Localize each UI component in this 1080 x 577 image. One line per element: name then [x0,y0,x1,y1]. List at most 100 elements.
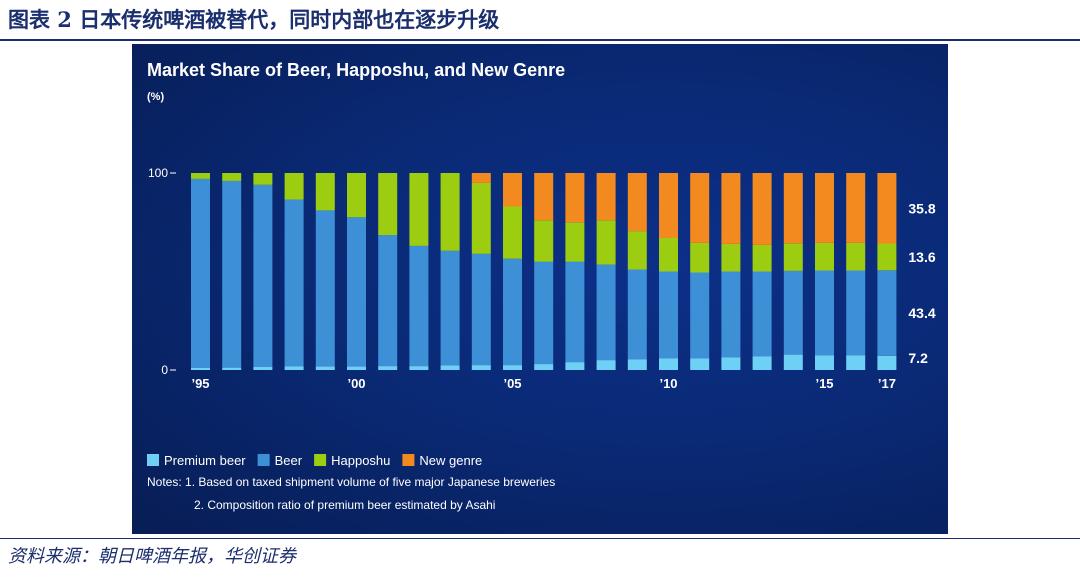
bar-segment-happoshu [409,173,429,246]
bar-segment-premium [565,362,585,370]
end-label-happoshu: 13.6 [908,249,935,265]
bar-segment-premium [191,368,210,370]
bar-segment-beer [846,270,866,356]
legend-swatch-new-genre [402,454,415,466]
title-divider [0,39,1080,41]
bar-segment-new-genre [565,173,585,223]
bar-segment-happoshu [783,243,803,271]
figure-title: 图表 2 日本传统啤酒被替代，同时内部也在逐步升级 [8,7,500,32]
bar-segment-beer [627,269,647,360]
bar-segment-happoshu [503,206,522,259]
bar-segment-beer [284,199,304,367]
end-label-premium: 7.2 [908,350,928,366]
bar-segment-new-genre [752,173,772,245]
legend-swatch-happoshu [314,454,327,466]
bar-segment-new-genre [783,173,803,244]
bar-segment-beer [409,245,429,367]
bar-segment-beer [534,261,554,364]
bar-segment-premium [783,354,803,370]
stacked-bar-chart: Market Share of Beer, Happoshu, and New … [147,60,936,512]
bar-segment-happoshu [659,238,678,272]
source-divider [0,538,1080,539]
y-tick-label: 100 [148,166,168,180]
bar-segment-beer [222,180,242,368]
bar-segment-beer [783,270,803,355]
bar-segment-happoshu [440,173,460,251]
bar-segment-beer [253,184,273,367]
x-tick-label: ’17 [878,376,896,391]
bar-segment-happoshu [565,222,585,262]
bar-segment-premium [596,360,616,370]
bar-segment-beer [471,253,491,366]
legend-label-new-genre: New genre [419,453,482,468]
bar-segment-premium [284,366,304,370]
bar-segment-happoshu [846,242,866,271]
bar-segment-premium [721,357,741,370]
end-label-beer: 43.4 [908,305,935,321]
bar-segment-new-genre [659,173,678,238]
bar-segment-beer [596,264,616,361]
bar-segment-premium [378,366,398,370]
bar-segment-beer [721,271,741,358]
bar-segment-new-genre [627,173,647,232]
bar-segment-happoshu [752,244,772,272]
bar-segment-happoshu [253,173,273,185]
bar-segment-new-genre [877,173,897,244]
bar-segment-premium [690,358,710,370]
bar-segment-premium [471,365,491,370]
x-tick-label: ’15 [815,376,833,391]
bar-segment-beer [877,270,897,356]
bar-segment-premium [815,355,834,370]
bar-segment-happoshu [378,173,398,236]
chart-note-2: 2. Composition ratio of premium beer est… [194,498,495,512]
bar-segment-happoshu [596,220,616,265]
bar-segment-new-genre [721,173,741,244]
bar-segment-premium [222,367,242,370]
bar-segment-beer [752,271,772,357]
bar-segment-premium [752,356,772,370]
y-axis-unit: (%) [147,91,164,103]
legend-label-premium: Premium beer [164,453,246,468]
bar-segment-premium [503,365,522,370]
bar-segment-happoshu [222,173,242,181]
bar-segment-new-genre [534,173,554,221]
chart-title: Market Share of Beer, Happoshu, and New … [147,60,565,80]
bar-segment-happoshu [627,231,647,270]
bar-segment-beer [347,217,366,367]
bar-segment-happoshu [815,242,834,271]
bar-segment-premium [534,364,554,370]
bar-segment-happoshu [877,243,897,271]
bar-segment-happoshu [347,173,366,218]
bar-segment-happoshu [284,173,304,200]
bar-segment-happoshu [471,182,491,254]
bar-segment-happoshu [721,243,741,272]
chart-panel: Market Share of Beer, Happoshu, and New … [132,44,948,534]
bar-segment-premium [409,366,429,370]
bar-segment-beer [565,261,585,363]
bar-segment-beer [315,210,335,367]
legend-swatch-beer [257,454,270,466]
bar-segment-happoshu [191,173,210,179]
bar-segment-happoshu [534,220,554,262]
bar-segment-premium [846,355,866,370]
source-note: 资料来源：朝日啤酒年报，华创证券 [8,546,296,567]
bar-segment-premium [659,358,678,370]
chart-note-1: Notes: 1. Based on taxed shipment volume… [147,475,555,489]
bar-segment-beer [690,272,710,359]
bar-segment-beer [659,271,678,359]
bar-segment-happoshu [690,242,710,273]
bar-segment-new-genre [690,173,710,243]
bar-segment-beer [191,178,210,368]
bar-segment-premium [253,367,273,370]
x-tick-label: ’10 [659,376,677,391]
bar-segment-new-genre [503,173,522,207]
bar-segment-new-genre [471,173,491,183]
bar-segment-premium [627,359,647,370]
y-tick-label: 0 [161,363,168,377]
legend-label-happoshu: Happoshu [331,453,390,468]
bar-segment-new-genre [846,173,866,243]
bar-segment-premium [440,365,460,370]
end-label-new-genre: 35.8 [908,200,935,216]
bar-segment-beer [440,250,460,366]
legend-label-beer: Beer [275,453,303,468]
